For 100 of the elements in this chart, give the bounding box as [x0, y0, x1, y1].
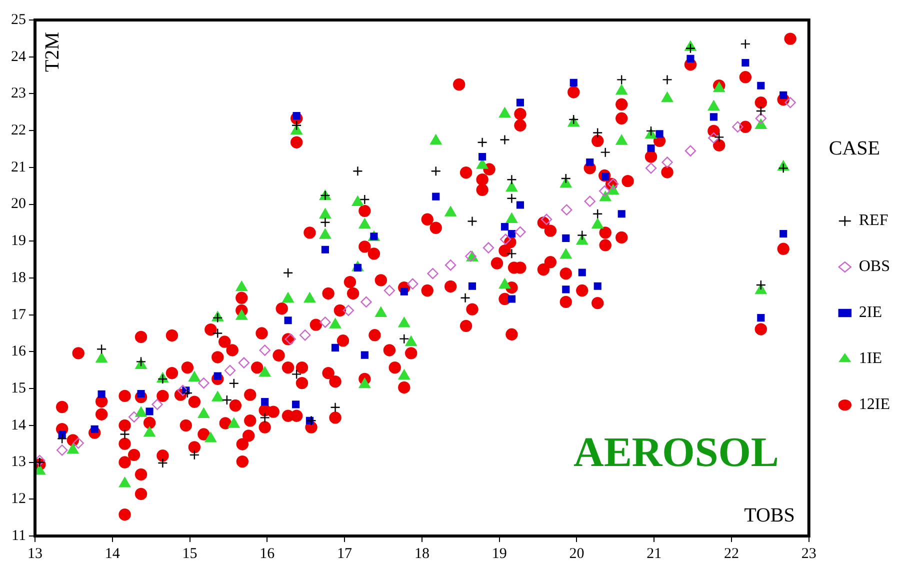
point	[118, 477, 131, 488]
point	[757, 314, 765, 322]
point	[238, 357, 250, 368]
point	[384, 284, 396, 296]
point	[756, 280, 766, 290]
legend-label: 1IE	[858, 350, 882, 368]
point	[282, 292, 294, 303]
point	[292, 400, 300, 408]
point	[158, 458, 168, 468]
point	[780, 230, 788, 238]
point	[756, 106, 766, 116]
point	[212, 391, 224, 402]
legend-label: 2IE	[858, 304, 882, 322]
point	[299, 330, 311, 341]
point	[400, 288, 408, 296]
point	[352, 196, 364, 206]
point	[562, 234, 570, 242]
point	[98, 390, 106, 398]
y-tick-label: 17	[11, 306, 26, 323]
point	[188, 371, 200, 382]
x-tick-label: 18	[414, 546, 430, 562]
point	[506, 174, 517, 185]
point	[616, 134, 628, 145]
point	[224, 364, 236, 376]
y-axis-title: T2M	[41, 32, 64, 72]
point	[662, 74, 672, 85]
x-tick-label: 15	[182, 546, 198, 562]
x-tick-label: 17	[337, 546, 353, 562]
point	[586, 158, 594, 166]
point	[444, 206, 456, 216]
point	[508, 230, 516, 238]
point	[784, 96, 796, 108]
point	[506, 212, 518, 223]
point	[498, 278, 511, 289]
point	[500, 222, 509, 231]
point	[432, 192, 440, 200]
point	[616, 84, 628, 95]
point	[755, 112, 766, 124]
legend-title: CASE	[828, 137, 880, 160]
point	[398, 317, 410, 328]
point	[570, 78, 578, 86]
point	[330, 402, 340, 412]
point	[645, 162, 657, 174]
point	[562, 286, 570, 294]
point	[514, 226, 526, 238]
point	[306, 416, 316, 426]
point	[778, 163, 788, 174]
point	[291, 120, 302, 131]
point	[506, 193, 517, 204]
point	[656, 130, 664, 138]
point	[144, 426, 156, 437]
point	[146, 408, 154, 416]
point	[358, 378, 370, 388]
point	[360, 296, 372, 308]
point	[592, 208, 603, 219]
point	[331, 344, 340, 352]
point	[430, 134, 442, 144]
point	[560, 248, 572, 259]
point	[500, 134, 510, 145]
point	[282, 268, 294, 278]
x-tick-label: 16	[260, 546, 276, 562]
point	[662, 156, 673, 168]
point	[506, 181, 518, 192]
legend-label: OBS	[858, 258, 890, 276]
point	[685, 43, 696, 54]
point	[600, 147, 610, 158]
y-tick-label: 15	[11, 380, 26, 397]
point	[329, 318, 342, 328]
point	[598, 185, 610, 197]
y-tick-label: 19	[11, 233, 26, 250]
point	[189, 450, 200, 460]
point	[594, 282, 602, 290]
point	[319, 208, 331, 219]
point	[90, 425, 98, 433]
annotation: AEROSOL	[573, 430, 779, 476]
point	[260, 412, 270, 423]
point	[56, 444, 68, 456]
point	[291, 369, 302, 380]
point	[506, 248, 517, 259]
point	[444, 260, 456, 271]
point	[646, 126, 656, 136]
point	[228, 378, 239, 389]
point	[592, 128, 603, 138]
point	[755, 284, 767, 294]
point	[478, 152, 486, 161]
point	[321, 246, 329, 254]
point	[120, 429, 130, 440]
point	[467, 216, 478, 226]
y-tick-label: 25	[11, 12, 26, 28]
point	[319, 228, 331, 239]
point	[398, 369, 410, 380]
point	[578, 268, 586, 276]
y-tick-label: 18	[11, 270, 26, 286]
point	[204, 432, 216, 442]
point	[320, 316, 331, 328]
point	[261, 398, 269, 406]
point	[67, 444, 79, 454]
point	[616, 74, 627, 85]
point	[430, 166, 441, 176]
point	[560, 177, 572, 188]
